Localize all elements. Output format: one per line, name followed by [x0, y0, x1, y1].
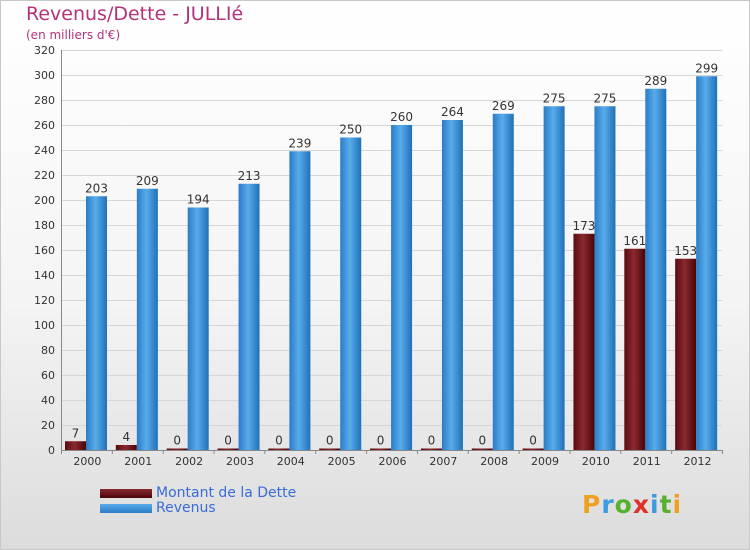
bar-revenue-2002	[187, 207, 209, 450]
bar-revenue-2008	[492, 113, 514, 450]
y-tick-label: 0	[48, 444, 55, 457]
data-label-revenue-2005: 250	[339, 123, 362, 137]
data-label-debt-2005: 0	[326, 434, 334, 448]
bar-revenue-2000	[86, 196, 107, 450]
bar-revenue-2009	[543, 106, 565, 450]
x-tick-label: 2005	[328, 455, 356, 468]
data-label-debt-2006: 0	[377, 434, 385, 448]
x-tick-label: 2009	[531, 455, 559, 468]
data-label-debt-2002: 0	[173, 434, 181, 448]
data-label-revenue-2009: 275	[543, 91, 566, 105]
data-label-debt-2008: 0	[478, 434, 486, 448]
bar-debt-2000	[65, 441, 86, 450]
x-tick-label: 2006	[379, 455, 407, 468]
data-label-revenue-2000: 203	[85, 181, 108, 195]
bar-revenue-2010	[594, 106, 616, 450]
x-tick-label: 2011	[633, 455, 661, 468]
data-label-revenue-2010: 275	[594, 91, 617, 105]
chart-title: Revenus/Dette - JULLIé	[26, 3, 244, 25]
data-label-debt-2004: 0	[275, 434, 283, 448]
legend-label-revenue: Revenus	[156, 500, 216, 516]
legend-label-debt: Montant de la Dette	[156, 485, 297, 501]
chart-subtitle: (en milliers d'€)	[26, 28, 121, 42]
y-tick-label: 140	[34, 269, 55, 282]
y-tick-label: 100	[34, 319, 55, 332]
y-tick-label: 320	[34, 44, 55, 57]
bar-revenue-2007	[441, 120, 463, 450]
y-tick-label: 120	[34, 294, 55, 307]
y-tick-label: 80	[41, 344, 55, 357]
y-tick-label: 300	[34, 69, 55, 82]
bar-debt-2003	[217, 448, 239, 450]
bar-debt-2001	[115, 445, 137, 450]
x-tick-label: 2010	[582, 455, 610, 468]
x-tick-label: 2008	[480, 455, 508, 468]
data-label-revenue-2004: 239	[288, 136, 311, 150]
data-label-debt-2007: 0	[428, 434, 436, 448]
data-label-debt-2011: 161	[623, 234, 646, 248]
data-label-revenue-2012: 299	[695, 61, 718, 75]
data-label-debt-2012: 153	[674, 244, 697, 258]
bar-debt-2007	[420, 448, 442, 450]
x-tick-label: 2007	[429, 455, 457, 468]
y-tick-label: 260	[34, 119, 55, 132]
bar-debt-2005	[319, 448, 341, 450]
bar-debt-2009	[522, 448, 544, 450]
legend-swatch-revenue	[100, 504, 152, 513]
data-label-revenue-2006: 260	[390, 110, 413, 124]
bar-debt-2012	[675, 258, 697, 450]
y-tick-label: 60	[41, 369, 55, 382]
bar-debt-2010	[573, 233, 595, 450]
bar-debt-2008	[471, 448, 493, 450]
x-tick-label: 2004	[277, 455, 305, 468]
bar-revenue-2004	[289, 151, 311, 450]
bar-revenue-2001	[136, 188, 158, 450]
bar-revenue-2005	[340, 137, 362, 450]
x-tick-label: 2003	[226, 455, 254, 468]
x-tick-label: 2001	[124, 455, 152, 468]
data-label-revenue-2002: 194	[187, 193, 210, 207]
data-label-revenue-2003: 213	[238, 169, 261, 183]
bar-revenue-2003	[238, 183, 260, 450]
bar-debt-2006	[370, 448, 392, 450]
x-tick-label: 2002	[175, 455, 203, 468]
y-tick-label: 200	[34, 194, 55, 207]
data-label-revenue-2011: 289	[644, 74, 667, 88]
data-label-debt-2000: 7	[72, 426, 80, 440]
bar-debt-2004	[268, 448, 290, 450]
bar-revenue-2011	[645, 88, 667, 450]
y-tick-label: 220	[34, 169, 55, 182]
data-label-debt-2010: 173	[573, 219, 596, 233]
data-label-revenue-2007: 264	[441, 105, 464, 119]
proxiti-logo: Proxiti	[582, 490, 683, 519]
bar-debt-2011	[624, 248, 646, 450]
y-tick-label: 240	[34, 144, 55, 157]
x-tick-label: 2012	[684, 455, 712, 468]
bar-revenue-2006	[391, 125, 413, 450]
bar-debt-2002	[166, 448, 188, 450]
data-label-revenue-2008: 269	[492, 99, 515, 113]
y-tick-label: 280	[34, 94, 55, 107]
x-tick-label: 2000	[73, 455, 101, 468]
y-tick-label: 180	[34, 219, 55, 232]
data-label-debt-2003: 0	[224, 434, 232, 448]
y-tick-label: 160	[34, 244, 55, 257]
y-tick-label: 40	[41, 394, 55, 407]
data-label-debt-2001: 4	[123, 430, 131, 444]
bar-revenue-2012	[696, 76, 718, 450]
data-label-revenue-2001: 209	[136, 174, 159, 188]
data-label-debt-2009: 0	[529, 434, 537, 448]
y-tick-label: 20	[41, 419, 55, 432]
legend-swatch-debt	[100, 489, 152, 498]
